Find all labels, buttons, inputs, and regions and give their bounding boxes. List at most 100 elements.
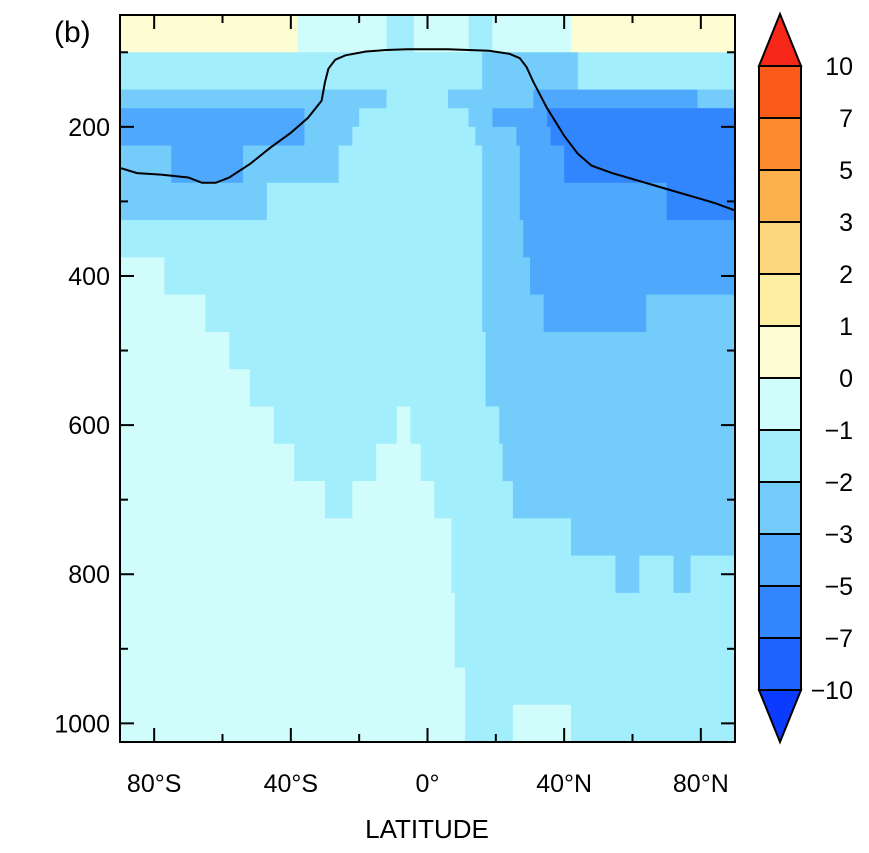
heatmap-cell [564, 164, 736, 184]
x-tick-label: 40°N [536, 770, 592, 798]
heatmap-cell [530, 257, 736, 296]
heatmap-cell [120, 145, 172, 165]
heatmap-cell [120, 592, 456, 631]
heatmap-cell [338, 145, 483, 165]
heatmap-cell [352, 481, 435, 519]
heatmap-cell [571, 15, 736, 53]
heatmap-cell [243, 164, 340, 184]
colorbar-box [758, 169, 802, 223]
heatmap-cell [205, 294, 483, 333]
heatmap-cell [516, 126, 552, 147]
heatmap-cell [120, 294, 207, 333]
colorbar-box [758, 65, 802, 119]
colorbar-box [758, 429, 802, 483]
colorbar [757, 11, 803, 745]
colorbar-box [758, 481, 802, 535]
heatmap-cell [475, 126, 517, 147]
heatmap-cell [420, 443, 504, 482]
heatmap-cell [243, 145, 340, 165]
heatmap-cell [564, 145, 736, 165]
heatmap-cell [120, 331, 230, 370]
heatmap-cell [519, 182, 668, 221]
heatmap-cell [434, 481, 514, 519]
colorbar-label: −7 [824, 625, 853, 653]
heatmap-cell [249, 369, 487, 408]
heatmap-cell [523, 220, 736, 258]
heatmap-cell [359, 108, 470, 128]
heatmap-cell [673, 555, 692, 594]
colorbar-label: 10 [825, 53, 853, 81]
heatmap-cell [482, 145, 521, 165]
heatmap-cell [639, 555, 675, 594]
heatmap-cell [499, 406, 736, 445]
heatmap-cell [413, 15, 470, 53]
colorbar-box [758, 273, 802, 327]
heatmap-cell [297, 15, 388, 53]
heatmap-cell [543, 294, 647, 333]
heatmap-cell [577, 52, 736, 91]
x-tick-label: 0° [416, 770, 440, 798]
heatmap-cell [485, 369, 736, 408]
heatmap-cell [325, 481, 353, 519]
colorbar-box [758, 637, 802, 691]
x-tick-label: 80°N [673, 770, 729, 798]
heatmap-cell [120, 555, 453, 594]
colorbar-box [758, 377, 802, 431]
heatmap-cell [454, 630, 736, 669]
y-tick-label: 1000 [54, 710, 110, 738]
heatmap-cell [482, 257, 531, 296]
heatmap-cell [273, 406, 398, 445]
heatmap-cell [451, 518, 572, 557]
x-tick-labels: 80°S 40°S 0° 40°N 80°N [127, 770, 729, 798]
heatmap-cell [502, 443, 736, 482]
heatmap-cell [485, 331, 736, 370]
tropopause-line [119, 48, 736, 212]
colorbar-label: 5 [839, 157, 853, 185]
heatmap-cell [120, 630, 456, 669]
colorbar-label: 0 [839, 365, 853, 393]
heatmap-cell [519, 164, 565, 184]
heatmap-cell [482, 182, 521, 221]
heatmap-cell [448, 89, 535, 109]
colorbar-box [758, 117, 802, 171]
colorbar-label: 2 [839, 261, 853, 289]
heatmap-cell [465, 667, 736, 706]
heatmap-cell [396, 406, 412, 445]
colorbar-label: −1 [824, 417, 853, 445]
heatmap-cell [120, 220, 483, 258]
heatmap-cell [646, 294, 736, 333]
axis-ticks [120, 15, 735, 742]
colorbar-box [758, 585, 802, 639]
heatmap-cell [120, 406, 275, 445]
heatmap-cell [304, 108, 360, 128]
y-tick-label: 800 [68, 561, 110, 589]
heatmap-cell [120, 15, 299, 53]
heatmap-cell [571, 518, 736, 557]
heatmap-cell [304, 126, 353, 147]
x-tick-label: 80°S [127, 770, 181, 798]
x-tick-label: 40°S [264, 770, 318, 798]
heatmap-cell [454, 592, 736, 631]
heatmap-cell [229, 331, 487, 370]
heatmap-cell [120, 182, 207, 221]
heatmap-cell [547, 108, 736, 128]
heatmap-cell [512, 481, 736, 519]
heatmap-cell [120, 108, 306, 128]
heatmap-cell [492, 15, 572, 53]
colorbar-box [758, 533, 802, 587]
heatmap-cell [338, 164, 483, 184]
heatmap-cell [120, 52, 483, 91]
heatmap-cell [120, 704, 466, 743]
y-tick-label: 400 [68, 263, 110, 291]
y-tick-labels: 200 400 600 800 1000 [54, 114, 110, 739]
heatmap-cell [666, 182, 736, 221]
heatmap-cell [352, 126, 476, 147]
colorbar-label: 1 [839, 313, 853, 341]
heatmap-cell [468, 108, 494, 128]
heatmap-cell [468, 15, 494, 53]
heatmap-cell [171, 145, 244, 165]
colorbar-over-triangle [757, 11, 803, 67]
y-tick-label: 600 [68, 412, 110, 440]
panel-label: (b) [54, 16, 91, 49]
heatmap-cell [120, 667, 466, 706]
